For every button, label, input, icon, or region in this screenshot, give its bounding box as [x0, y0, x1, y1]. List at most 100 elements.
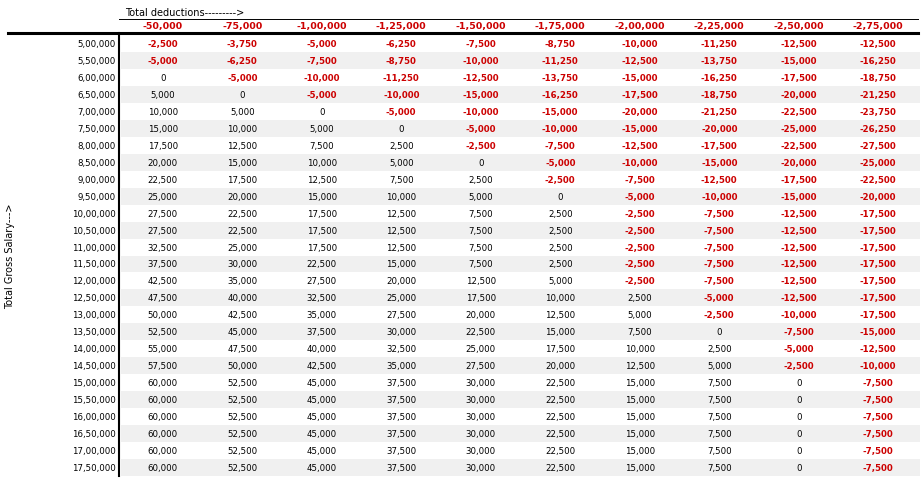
- Text: 47,500: 47,500: [227, 345, 257, 353]
- Text: 50,000: 50,000: [148, 311, 177, 320]
- Text: -1,75,000: -1,75,000: [535, 21, 586, 30]
- Text: -10,000: -10,000: [542, 124, 578, 134]
- Text: 17,50,000: 17,50,000: [72, 463, 116, 472]
- Text: -22,500: -22,500: [781, 107, 817, 117]
- Text: 0: 0: [319, 107, 324, 117]
- Text: 0: 0: [796, 463, 801, 472]
- Text: -17,500: -17,500: [781, 74, 817, 83]
- Text: 45,000: 45,000: [227, 328, 257, 337]
- Text: -7,500: -7,500: [863, 446, 894, 455]
- Text: -7,500: -7,500: [863, 412, 894, 421]
- Text: 25,000: 25,000: [386, 294, 417, 303]
- Text: -26,250: -26,250: [860, 124, 896, 134]
- Text: -6,250: -6,250: [386, 40, 417, 49]
- Text: 15,000: 15,000: [227, 158, 257, 167]
- Text: -17,500: -17,500: [860, 243, 896, 252]
- Text: 17,500: 17,500: [307, 243, 337, 252]
- Text: -15,000: -15,000: [860, 328, 896, 337]
- Text: -20,000: -20,000: [622, 107, 658, 117]
- Text: -20,000: -20,000: [860, 192, 896, 201]
- Text: -22,500: -22,500: [860, 175, 896, 184]
- Text: 22,500: 22,500: [545, 395, 576, 404]
- Text: 12,500: 12,500: [466, 277, 496, 286]
- Text: -10,000: -10,000: [303, 74, 340, 83]
- Text: 0: 0: [796, 395, 801, 404]
- Text: 15,00,000: 15,00,000: [72, 378, 116, 387]
- Text: -16,250: -16,250: [541, 91, 578, 100]
- Text: 30,000: 30,000: [466, 429, 496, 438]
- Text: 7,500: 7,500: [627, 328, 652, 337]
- Text: 45,000: 45,000: [307, 446, 337, 455]
- Text: 7,500: 7,500: [707, 446, 732, 455]
- Text: 5,000: 5,000: [627, 311, 652, 320]
- Text: 22,500: 22,500: [227, 226, 257, 235]
- Text: 25,000: 25,000: [148, 192, 177, 201]
- Text: 42,500: 42,500: [307, 362, 337, 370]
- Text: -75,000: -75,000: [222, 21, 262, 30]
- Text: 37,500: 37,500: [386, 378, 417, 387]
- Text: -20,000: -20,000: [781, 91, 817, 100]
- Text: 45,000: 45,000: [307, 463, 337, 472]
- Text: 10,50,000: 10,50,000: [72, 226, 116, 235]
- Text: 20,000: 20,000: [386, 277, 417, 286]
- Text: 5,000: 5,000: [151, 91, 175, 100]
- Text: 15,000: 15,000: [625, 412, 655, 421]
- Text: 16,50,000: 16,50,000: [72, 429, 116, 438]
- Text: 47,500: 47,500: [148, 294, 177, 303]
- Text: 30,000: 30,000: [466, 395, 496, 404]
- Text: 15,000: 15,000: [625, 378, 655, 387]
- Text: 5,000: 5,000: [468, 192, 493, 201]
- Text: 27,500: 27,500: [466, 362, 496, 370]
- Text: 55,000: 55,000: [148, 345, 177, 353]
- Text: -17,500: -17,500: [860, 311, 896, 320]
- Text: 15,000: 15,000: [307, 192, 337, 201]
- Text: -10,000: -10,000: [383, 91, 419, 100]
- Text: -5,000: -5,000: [307, 40, 337, 49]
- Text: 0: 0: [796, 378, 801, 387]
- Text: -25,000: -25,000: [781, 124, 817, 134]
- Text: -21,250: -21,250: [701, 107, 737, 117]
- Text: 52,500: 52,500: [148, 328, 177, 337]
- Text: -2,500: -2,500: [625, 226, 655, 235]
- Text: 11,00,000: 11,00,000: [72, 243, 116, 252]
- Text: 2,500: 2,500: [548, 209, 573, 218]
- Text: -1,00,000: -1,00,000: [297, 21, 347, 30]
- Bar: [121, 53, 920, 70]
- Text: 7,500: 7,500: [707, 378, 732, 387]
- Text: 17,500: 17,500: [307, 226, 337, 235]
- Text: 8,00,000: 8,00,000: [78, 141, 116, 151]
- Text: -5,000: -5,000: [148, 57, 178, 66]
- Text: -22,500: -22,500: [781, 141, 817, 151]
- Text: -2,500: -2,500: [704, 311, 735, 320]
- Text: -7,500: -7,500: [545, 141, 576, 151]
- Text: 12,500: 12,500: [545, 311, 576, 320]
- Text: -2,75,000: -2,75,000: [853, 21, 904, 30]
- Text: -12,500: -12,500: [860, 345, 896, 353]
- Text: -18,750: -18,750: [700, 91, 737, 100]
- Text: 7,500: 7,500: [389, 175, 414, 184]
- Text: 60,000: 60,000: [148, 395, 177, 404]
- Text: Total Gross Salary--->: Total Gross Salary--->: [5, 203, 15, 309]
- Text: 32,500: 32,500: [386, 345, 417, 353]
- Text: 7,500: 7,500: [707, 412, 732, 421]
- Text: -2,25,000: -2,25,000: [694, 21, 745, 30]
- Text: -20,000: -20,000: [781, 158, 817, 167]
- Text: 0: 0: [796, 412, 801, 421]
- Text: 16,00,000: 16,00,000: [72, 412, 116, 421]
- Text: -10,000: -10,000: [463, 107, 499, 117]
- Text: 12,500: 12,500: [386, 209, 417, 218]
- Text: 7,500: 7,500: [468, 226, 493, 235]
- Text: 15,000: 15,000: [625, 446, 655, 455]
- Text: 7,00,000: 7,00,000: [78, 107, 116, 117]
- Text: 32,500: 32,500: [307, 294, 337, 303]
- Text: 52,500: 52,500: [227, 412, 257, 421]
- Bar: [121, 256, 920, 273]
- Bar: [121, 392, 920, 408]
- Text: 57,500: 57,500: [148, 362, 177, 370]
- Text: -8,750: -8,750: [545, 40, 576, 49]
- Text: -15,000: -15,000: [622, 124, 658, 134]
- Text: -10,000: -10,000: [781, 311, 817, 320]
- Text: -7,500: -7,500: [466, 40, 496, 49]
- Text: 15,000: 15,000: [625, 395, 655, 404]
- Text: -7,500: -7,500: [863, 463, 894, 472]
